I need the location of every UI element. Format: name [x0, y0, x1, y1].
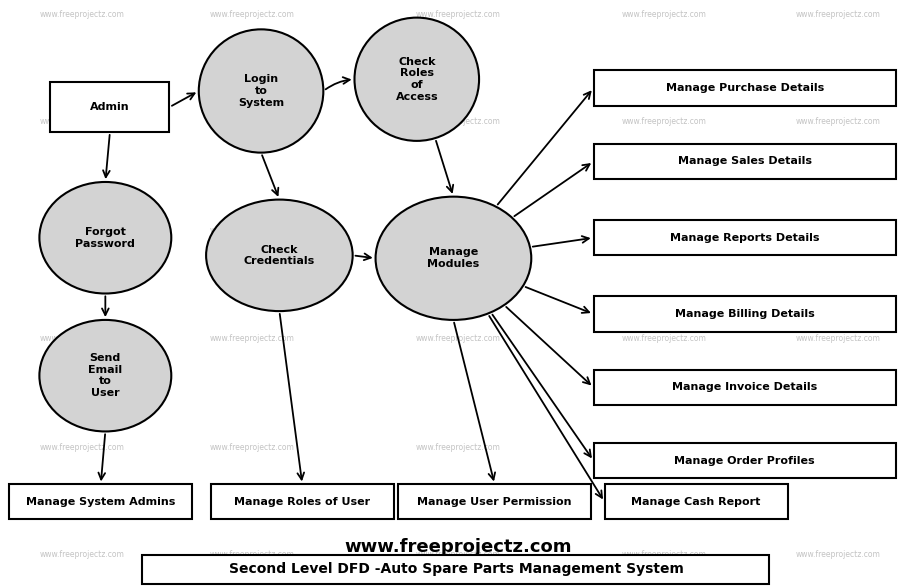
Text: Forgot
Password: Forgot Password [75, 227, 136, 248]
Text: www.freeprojectz.com: www.freeprojectz.com [622, 10, 706, 19]
Text: www.freeprojectz.com: www.freeprojectz.com [796, 10, 880, 19]
Text: www.freeprojectz.com: www.freeprojectz.com [796, 117, 880, 126]
Text: www.freeprojectz.com: www.freeprojectz.com [622, 117, 706, 126]
Ellipse shape [354, 18, 479, 141]
Ellipse shape [376, 197, 531, 320]
Text: www.freeprojectz.com: www.freeprojectz.com [622, 550, 706, 559]
FancyBboxPatch shape [594, 443, 896, 478]
FancyBboxPatch shape [605, 484, 788, 519]
Text: www.freeprojectz.com: www.freeprojectz.com [210, 550, 294, 559]
FancyBboxPatch shape [594, 370, 896, 405]
Ellipse shape [206, 200, 353, 311]
Text: www.freeprojectz.com: www.freeprojectz.com [40, 117, 125, 126]
Text: www.freeprojectz.com: www.freeprojectz.com [210, 117, 294, 126]
Text: www.freeprojectz.com: www.freeprojectz.com [796, 334, 880, 343]
Text: www.freeprojectz.com: www.freeprojectz.com [210, 10, 294, 19]
Text: Check
Roles
of
Access: Check Roles of Access [396, 57, 438, 102]
Text: Admin: Admin [90, 102, 130, 112]
Text: www.freeprojectz.com: www.freeprojectz.com [40, 550, 125, 559]
Text: Manage Reports Details: Manage Reports Details [670, 232, 820, 243]
Text: www.freeprojectz.com: www.freeprojectz.com [416, 225, 500, 235]
Text: www.freeprojectz.com: www.freeprojectz.com [416, 443, 500, 452]
Text: www.freeprojectz.com: www.freeprojectz.com [40, 334, 125, 343]
FancyBboxPatch shape [594, 220, 896, 255]
FancyBboxPatch shape [594, 296, 896, 332]
Text: www.freeprojectz.com: www.freeprojectz.com [796, 550, 880, 559]
Ellipse shape [39, 320, 171, 431]
Text: Manage Order Profiles: Manage Order Profiles [674, 456, 815, 466]
Text: www.freeprojectz.com: www.freeprojectz.com [416, 10, 500, 19]
Text: Login
to
System: Login to System [238, 75, 284, 107]
Text: Check
Credentials: Check Credentials [244, 245, 315, 266]
Text: www.freeprojectz.com: www.freeprojectz.com [622, 443, 706, 452]
Text: www.freeprojectz.com: www.freeprojectz.com [210, 225, 294, 235]
Text: Manage Sales Details: Manage Sales Details [678, 156, 812, 167]
FancyBboxPatch shape [9, 484, 192, 519]
Text: www.freeprojectz.com: www.freeprojectz.com [210, 334, 294, 343]
Text: Send
Email
to
User: Send Email to User [88, 353, 123, 398]
Text: www.freeprojectz.com: www.freeprojectz.com [622, 225, 706, 235]
Ellipse shape [199, 29, 323, 153]
Text: www.freeprojectz.com: www.freeprojectz.com [40, 225, 125, 235]
Text: www.freeprojectz.com: www.freeprojectz.com [344, 538, 572, 556]
FancyBboxPatch shape [594, 70, 896, 106]
FancyBboxPatch shape [211, 484, 394, 519]
Text: Manage User Permission: Manage User Permission [418, 497, 572, 507]
Text: www.freeprojectz.com: www.freeprojectz.com [796, 225, 880, 235]
Text: Manage Billing Details: Manage Billing Details [675, 309, 814, 319]
Text: www.freeprojectz.com: www.freeprojectz.com [40, 10, 125, 19]
Text: Manage System Admins: Manage System Admins [26, 497, 176, 507]
Text: www.freeprojectz.com: www.freeprojectz.com [210, 443, 294, 452]
Text: Manage Cash Report: Manage Cash Report [631, 497, 761, 507]
Text: Manage Invoice Details: Manage Invoice Details [672, 382, 817, 393]
Text: Second Level DFD -Auto Spare Parts Management System: Second Level DFD -Auto Spare Parts Manag… [229, 562, 683, 576]
Text: www.freeprojectz.com: www.freeprojectz.com [416, 334, 500, 343]
Text: www.freeprojectz.com: www.freeprojectz.com [416, 550, 500, 559]
Text: Manage Purchase Details: Manage Purchase Details [666, 83, 823, 93]
Ellipse shape [39, 182, 171, 294]
FancyBboxPatch shape [142, 555, 769, 584]
Text: www.freeprojectz.com: www.freeprojectz.com [40, 443, 125, 452]
Text: Manage
Modules: Manage Modules [427, 248, 480, 269]
FancyBboxPatch shape [50, 82, 169, 132]
FancyBboxPatch shape [398, 484, 591, 519]
Text: www.freeprojectz.com: www.freeprojectz.com [416, 117, 500, 126]
Text: Manage Roles of User: Manage Roles of User [234, 497, 370, 507]
FancyBboxPatch shape [594, 144, 896, 179]
Text: www.freeprojectz.com: www.freeprojectz.com [622, 334, 706, 343]
Text: www.freeprojectz.com: www.freeprojectz.com [796, 443, 880, 452]
